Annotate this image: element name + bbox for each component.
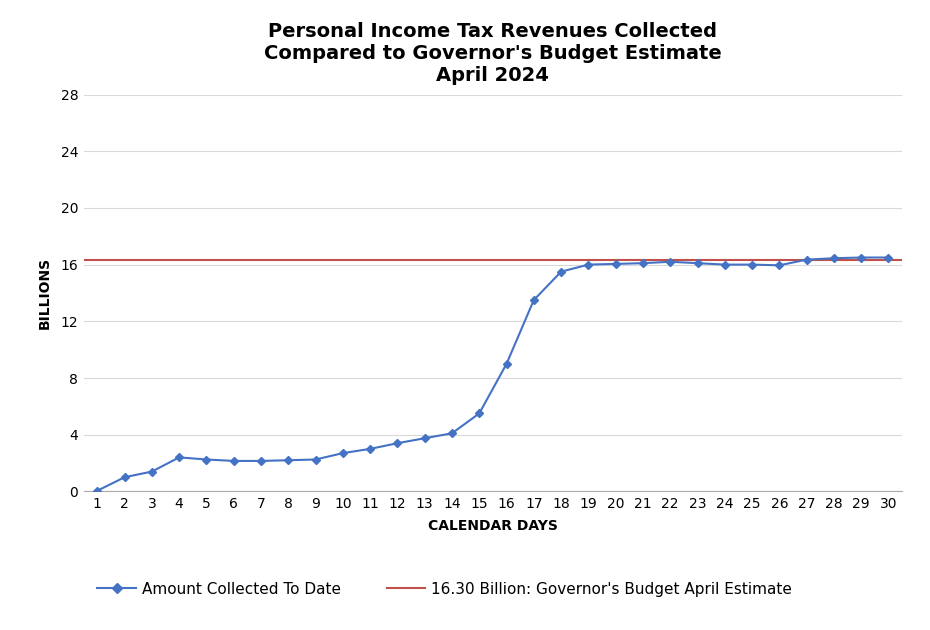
- Y-axis label: BILLIONS: BILLIONS: [38, 257, 52, 329]
- X-axis label: CALENDAR DAYS: CALENDAR DAYS: [428, 519, 558, 533]
- Title: Personal Income Tax Revenues Collected
Compared to Governor's Budget Estimate
Ap: Personal Income Tax Revenues Collected C…: [264, 21, 722, 84]
- Legend: Amount Collected To Date, 16.30 Billion: Governor's Budget April Estimate: Amount Collected To Date, 16.30 Billion:…: [91, 576, 798, 603]
